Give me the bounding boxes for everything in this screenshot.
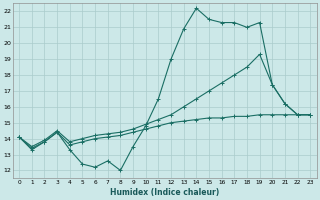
X-axis label: Humidex (Indice chaleur): Humidex (Indice chaleur) [110,188,219,197]
